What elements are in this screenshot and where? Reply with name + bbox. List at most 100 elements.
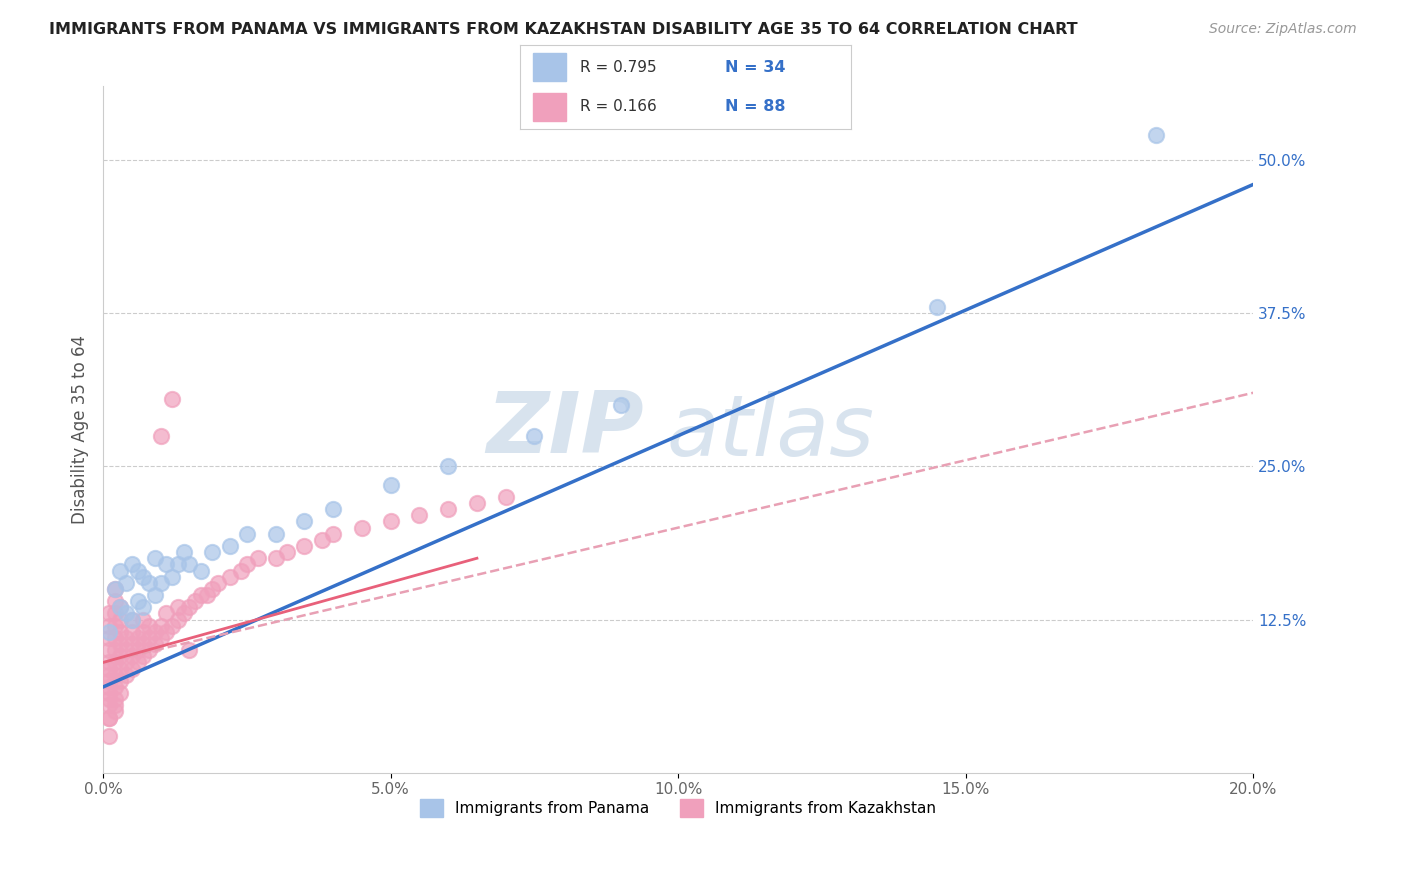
Point [110,600,132,615]
Point [167,600,190,615]
FancyBboxPatch shape [533,93,567,120]
Point [97,729,120,743]
Point [121,613,143,627]
Point [97,643,120,657]
Point [104,698,127,713]
Point [110,686,132,700]
Point [143,637,166,651]
Point [149,618,172,632]
Point [143,551,166,566]
Point [925,300,948,314]
Point [247,551,270,566]
Point [127,656,149,670]
Point [127,564,149,578]
Point [110,649,132,664]
Point [132,649,155,664]
Point [121,558,143,572]
Point [110,673,132,688]
Point [97,710,120,724]
Point [97,624,120,639]
Point [201,545,224,559]
Point [160,392,183,406]
Point [104,667,127,681]
Point [294,539,316,553]
Point [437,502,460,516]
Point [495,490,517,504]
Point [190,588,212,602]
Point [1144,128,1167,143]
Point [121,637,143,651]
Point [173,607,195,621]
Text: N = 34: N = 34 [725,60,786,75]
Point [276,545,298,559]
Point [104,631,127,645]
Point [179,643,201,657]
Point [97,692,120,706]
Point [115,656,138,670]
Point [115,631,138,645]
Point [437,459,460,474]
Point [167,613,190,627]
Point [155,624,177,639]
Point [179,558,201,572]
Point [121,613,143,627]
Point [138,618,160,632]
Point [311,533,333,547]
Point [184,594,207,608]
Point [121,662,143,676]
Text: Source: ZipAtlas.com: Source: ZipAtlas.com [1209,22,1357,37]
Point [115,643,138,657]
Point [97,618,120,632]
Point [149,575,172,590]
Point [149,631,172,645]
Point [132,637,155,651]
Point [97,673,120,688]
Point [97,662,120,676]
Text: atlas: atlas [666,392,875,475]
Point [322,502,344,516]
Point [104,594,127,608]
Point [264,526,287,541]
Point [408,508,430,523]
Point [236,526,259,541]
Y-axis label: Disability Age 35 to 64: Disability Age 35 to 64 [72,335,89,524]
Point [104,582,127,596]
Point [110,662,132,676]
Point [127,631,149,645]
Point [104,656,127,670]
Point [97,680,120,694]
Point [143,624,166,639]
Point [609,398,631,412]
Point [97,667,120,681]
Point [97,607,120,621]
Legend: Immigrants from Panama, Immigrants from Kazakhstan: Immigrants from Panama, Immigrants from … [413,793,942,823]
Point [218,539,240,553]
Point [121,649,143,664]
Point [115,667,138,681]
Point [138,631,160,645]
Point [97,698,120,713]
Point [104,643,127,657]
Point [104,705,127,719]
Point [294,515,316,529]
Point [143,588,166,602]
Point [160,618,183,632]
Point [104,607,127,621]
Point [121,624,143,639]
Point [132,600,155,615]
Point [160,569,183,583]
Point [149,428,172,442]
Point [104,680,127,694]
Point [179,600,201,615]
Point [138,575,160,590]
Point [127,594,149,608]
Point [132,624,155,639]
Point [322,526,344,541]
Point [97,710,120,724]
Point [380,477,402,491]
Point [104,618,127,632]
Point [218,569,240,583]
Point [264,551,287,566]
Point [236,558,259,572]
Text: IMMIGRANTS FROM PANAMA VS IMMIGRANTS FROM KAZAKHSTAN DISABILITY AGE 35 TO 64 COR: IMMIGRANTS FROM PANAMA VS IMMIGRANTS FRO… [49,22,1078,37]
